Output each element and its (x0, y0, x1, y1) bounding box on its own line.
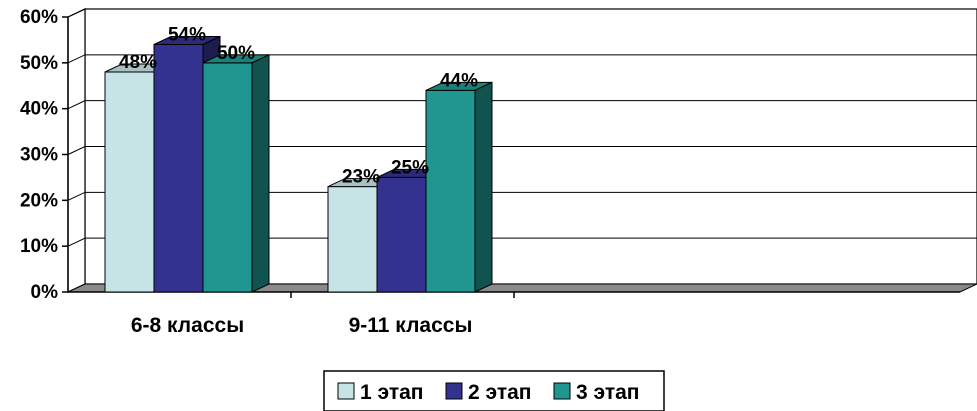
data-label: 44% (440, 70, 478, 91)
x-category-labels: 6-8 классы 9-11 классы (131, 314, 473, 337)
gridline (67, 146, 977, 155)
bar-front (327, 186, 378, 293)
data-label: 48% (119, 52, 157, 73)
data-label: 50% (217, 43, 255, 64)
y-tick-labels: 0% 10% 20% 30% 40% 50% 60% (20, 7, 58, 303)
data-label: 23% (342, 167, 380, 188)
data-label: 54% (168, 25, 206, 46)
y-tick-label: 20% (20, 190, 58, 211)
bar-front (202, 62, 253, 293)
bars (104, 35, 493, 293)
bar-front (376, 176, 427, 293)
gridline (67, 237, 977, 247)
y-tick-label: 0% (31, 282, 59, 303)
gridlines (67, 8, 977, 247)
legend-label: 2 этап (468, 381, 531, 404)
legend-swatch (553, 382, 571, 400)
legend-swatch (337, 382, 355, 400)
bar-side (251, 54, 270, 293)
bar-side (474, 81, 493, 293)
gridline (67, 100, 977, 110)
y-tick-label: 60% (20, 7, 58, 28)
y-tick-label: 40% (20, 99, 58, 120)
y-tick-label: 50% (20, 53, 58, 74)
data-labels: 48% 54% 50% 23% 25% 44% (119, 25, 478, 188)
legend-swatch (445, 382, 463, 400)
gridline (67, 54, 977, 64)
legend-label: 3 этап (576, 381, 639, 404)
gridline (67, 191, 977, 201)
bar-front (104, 71, 155, 293)
y-tick-label: 30% (20, 145, 58, 166)
legend-box (323, 370, 665, 411)
gridline (67, 8, 977, 18)
x-category-label: 6-8 классы (131, 314, 244, 337)
y-tick-label: 10% (20, 236, 58, 257)
bar-front (153, 44, 204, 293)
legend: 1 этап 2 этап 3 этап (323, 370, 665, 411)
legend-label: 1 этап (360, 381, 423, 404)
x-category-label: 9-11 классы (349, 314, 473, 337)
data-label: 25% (391, 157, 429, 178)
bar-front (425, 89, 476, 293)
